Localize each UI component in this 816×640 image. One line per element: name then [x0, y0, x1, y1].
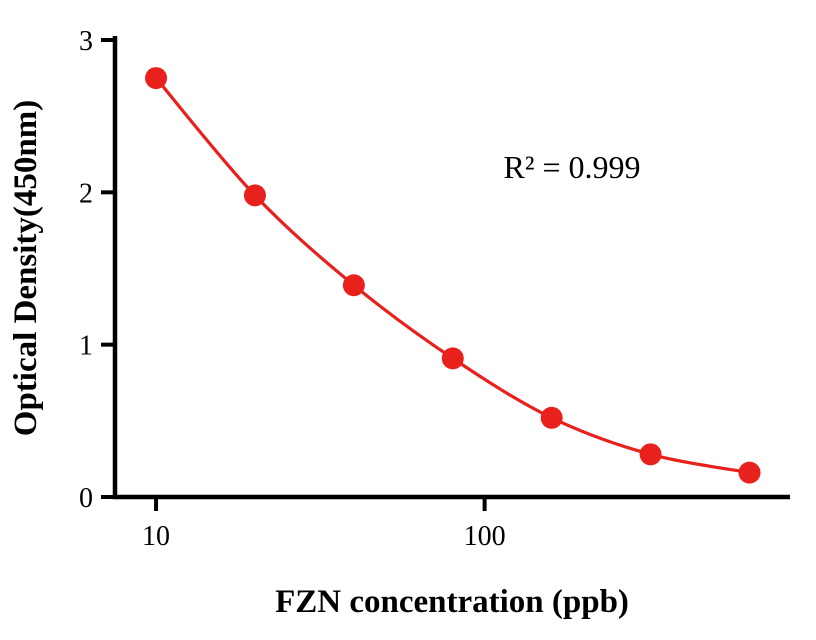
- data-point-marker: [639, 443, 662, 466]
- y-tick-label: 2: [79, 178, 93, 209]
- y-tick-label: 1: [79, 331, 93, 362]
- x-tick-label: 100: [464, 521, 506, 552]
- x-axis-label: FZN concentration (ppb): [275, 584, 629, 620]
- curve-line: [154, 77, 750, 475]
- y-axis-label: Optical Density(450nm): [8, 100, 44, 436]
- y-tick-label: 3: [79, 26, 93, 57]
- r-squared-annotation: R² = 0.999: [504, 149, 641, 185]
- axes: [112, 36, 790, 500]
- data-point-marker: [738, 461, 761, 484]
- data-point-marker: [243, 184, 266, 207]
- data-point-marker: [342, 274, 365, 297]
- data-point-marker: [540, 406, 563, 429]
- data-point-marker: [145, 67, 168, 90]
- y-tick-label: 0: [79, 483, 93, 514]
- data-point-marker: [441, 347, 464, 370]
- x-tick-label: 10: [142, 521, 170, 552]
- plot-layer: 10 100 0 1 2 3: [79, 26, 790, 552]
